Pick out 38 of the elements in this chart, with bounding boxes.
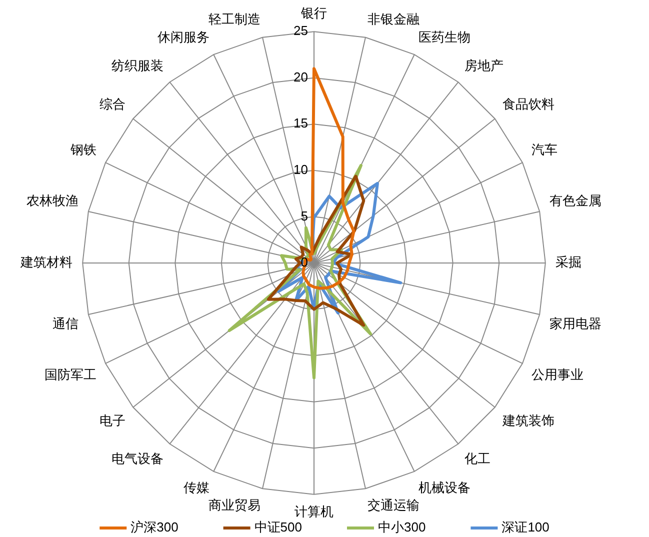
spoke-label: 轻工制造 <box>208 11 260 26</box>
spoke-label: 传媒 <box>183 480 210 495</box>
y-tick-label: 0 <box>300 254 308 270</box>
spoke-label: 有色金属 <box>549 193 602 208</box>
spoke-label: 食品饮料 <box>502 96 555 112</box>
spoke-label: 建筑材料 <box>20 254 73 270</box>
spoke-label: 家用电器 <box>549 316 602 332</box>
spoke-label: 非银金融 <box>368 11 420 26</box>
spoke-label: 银行 <box>300 5 327 20</box>
spoke-label: 国防军工 <box>44 367 97 382</box>
spoke-label: 机械设备 <box>418 480 471 495</box>
legend-label: 中证500 <box>254 520 302 535</box>
spoke-label: 休闲服务 <box>157 29 210 44</box>
y-tick-label: 10 <box>294 162 308 178</box>
spoke-label: 电子 <box>99 412 126 428</box>
spoke-label: 汽车 <box>531 142 558 158</box>
spoke-label: 电气设备 <box>111 451 164 466</box>
spoke-label: 纺织服装 <box>111 58 164 74</box>
legend-label: 中小300 <box>378 520 426 535</box>
spoke-label: 建筑装饰 <box>502 412 555 428</box>
legend-label: 沪深300 <box>130 520 178 535</box>
spoke-label: 房地产 <box>464 58 504 74</box>
spoke-label: 综合 <box>99 96 126 112</box>
y-tick-label: 25 <box>294 23 308 38</box>
spoke-label: 公用事业 <box>531 367 584 382</box>
spoke-label: 钢铁 <box>70 142 97 158</box>
y-tick-label: 5 <box>300 208 308 224</box>
spoke-label: 采掘 <box>555 254 582 270</box>
spoke-label: 计算机 <box>294 504 334 519</box>
spoke-label: 化工 <box>464 451 491 466</box>
spoke-label: 农林牧渔 <box>26 193 79 208</box>
spoke-label: 交通运输 <box>368 498 420 513</box>
spoke-label: 通信 <box>52 316 79 332</box>
spoke-label: 医药生物 <box>418 29 471 44</box>
y-tick-label: 20 <box>294 69 308 84</box>
y-tick-label: 15 <box>294 116 308 131</box>
spoke-label: 商业贸易 <box>208 498 260 513</box>
legend-label: 深证100 <box>502 520 550 535</box>
